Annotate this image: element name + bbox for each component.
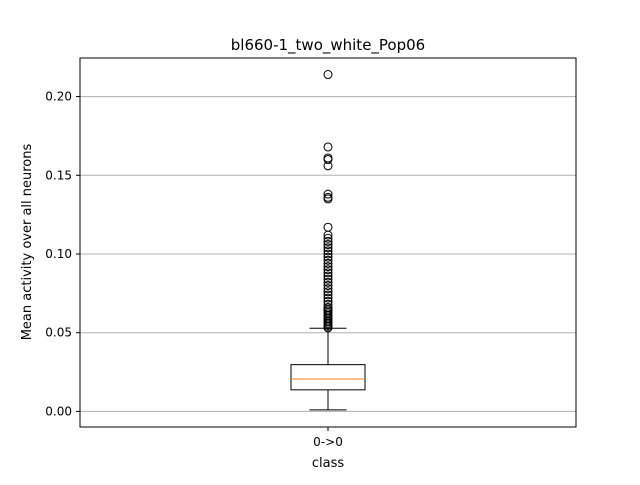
y-tick-label: 0.05 [45,326,72,340]
x-axis-label: class [312,456,344,471]
outlier-point [323,236,333,246]
outlier-point [323,240,333,250]
axes: 0.00 0.05 0.10 0.15 0.20 0->0 [45,90,343,449]
y-tick-label: 0.20 [45,90,72,104]
y-axis-label: Mean activity over all neurons [20,144,35,341]
outlier-point [323,274,333,284]
y-tick-label: 0.15 [45,168,72,182]
iqr-box [290,364,366,391]
outlier-point [323,249,333,259]
outlier-point [323,230,333,240]
plot-area [290,70,366,411]
outlier-point [323,323,333,333]
y-tick-label: 0.00 [45,404,72,418]
outlier-point [323,233,333,243]
outlier-point [323,265,333,275]
outlier-point [323,243,333,253]
outlier-point [323,293,333,303]
outlier-point [323,246,333,256]
outlier-point [323,268,333,278]
outlier-point [323,189,333,199]
outlier-point [323,194,333,204]
outlier-point [323,287,333,297]
outlier-point [323,222,333,232]
outlier-point [323,161,333,171]
grid-lines [80,96,576,412]
outlier-point [323,271,333,281]
outlier-point [323,262,333,272]
outlier-point [323,277,333,287]
chart-title: bl660-1_two_white_Pop06 [231,36,425,55]
outlier-point [323,284,333,294]
outlier-point [323,290,333,300]
y-tick-label: 0.10 [45,247,72,261]
plot-frame [79,57,577,428]
outlier-point [323,258,333,268]
x-tick-label: 0->0 [313,435,343,449]
outlier-point [323,155,333,165]
outlier-point [323,280,333,290]
outlier-point [323,255,333,265]
outlier-point [323,142,333,152]
outlier-point [323,252,333,262]
outlier-point [323,70,333,80]
